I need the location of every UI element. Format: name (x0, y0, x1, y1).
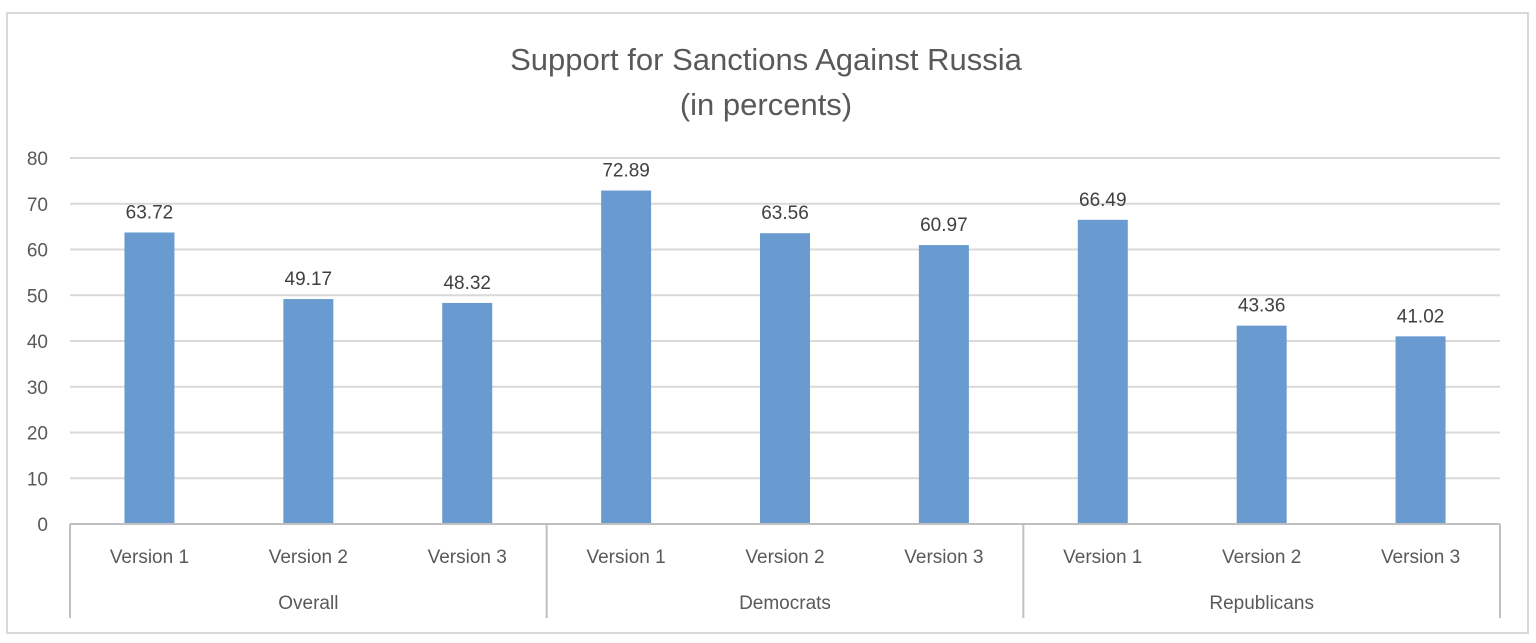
data-label: 63.72 (126, 202, 174, 223)
y-tick-label: 10 (27, 469, 48, 490)
bar (1077, 219, 1128, 525)
data-label: 63.56 (761, 203, 809, 224)
y-tick-label: 70 (27, 195, 48, 216)
data-label: 48.32 (443, 273, 491, 294)
bar (283, 299, 334, 524)
bars (124, 190, 1446, 525)
x-category-label: Version 1 (1063, 547, 1142, 568)
x-category-label: Version 3 (1381, 547, 1460, 568)
data-label: 72.89 (602, 161, 650, 182)
data-label: 41.02 (1397, 306, 1445, 327)
y-tick-label: 50 (27, 286, 48, 307)
x-category-label: Version 2 (745, 547, 824, 568)
data-label: 60.97 (920, 215, 968, 236)
y-tick-label: 40 (27, 332, 48, 353)
bar (760, 233, 810, 524)
y-axis-ticks: 0 10 20 30 40 50 60 70 80 (27, 149, 48, 536)
x-category-label: Version 1 (110, 547, 189, 568)
bar (1395, 336, 1446, 524)
x-axis: Version 1 Version 2 Version 3 Overall Versio… (69, 523, 1501, 618)
bar (442, 302, 493, 524)
data-label: 66.49 (1079, 190, 1127, 211)
y-tick-label: 60 (27, 241, 48, 262)
chart-title: Support for Sanctions Against Russia (510, 42, 1023, 77)
chart-subtitle: (in percents) (680, 87, 852, 122)
data-labels: 63.72 49.17 48.32 72.89 63.56 60.97 66.49 43.36… (126, 161, 1445, 328)
x-category-label: Version 2 (1222, 547, 1301, 568)
x-category-label: Version 1 (586, 547, 665, 568)
y-tick-label: 30 (27, 378, 48, 399)
y-tick-label: 20 (27, 424, 48, 445)
bar (124, 232, 175, 524)
x-category-label: Version 3 (904, 547, 983, 568)
data-label: 43.36 (1238, 296, 1286, 317)
x-category-label: Version 2 (269, 547, 348, 568)
y-tick-label: 80 (27, 149, 48, 170)
x-category-label: Version 3 (428, 547, 507, 568)
x-group-label: Democrats (739, 593, 831, 614)
bar (918, 245, 969, 524)
bar (1236, 325, 1287, 524)
bar (601, 190, 652, 524)
x-group-label: Republicans (1209, 593, 1314, 614)
y-tick-label: 0 (37, 515, 48, 536)
data-label: 49.17 (285, 269, 333, 290)
x-group-label: Overall (278, 593, 338, 614)
